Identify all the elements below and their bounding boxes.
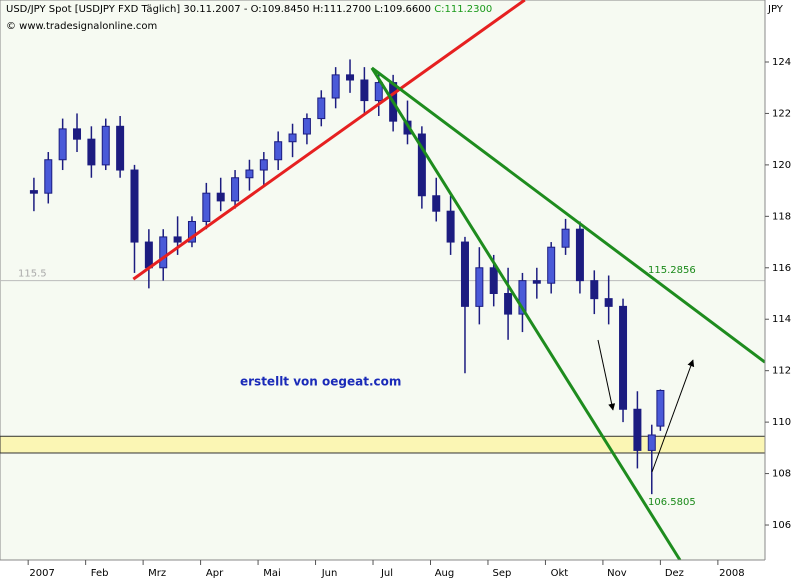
y-tick-label: 116: [772, 263, 791, 274]
candle-body: [532, 280, 541, 284]
trendline: [370, 66, 766, 364]
candle-body: [144, 241, 153, 269]
candle-body: [245, 169, 254, 179]
candle-body: [475, 267, 484, 307]
y-tick-label: 114: [772, 314, 791, 325]
candle-body: [446, 210, 455, 243]
subtitle: © www.tradesignalonline.com: [6, 21, 157, 32]
title-close: C:111.2300: [434, 4, 492, 15]
y-tick-label: 120: [772, 160, 791, 171]
trendline: [370, 67, 682, 561]
candle-body: [87, 138, 96, 166]
x-tick-label: Mai: [263, 568, 281, 579]
candle-body: [633, 408, 642, 451]
title-text: USD/JPY Spot [USDJPY FXD Täglich] 30.11.…: [6, 4, 431, 15]
x-tick-label: Aug: [435, 568, 455, 579]
candle-body: [259, 159, 268, 171]
arrow: [651, 359, 695, 473]
x-tick-label: Sep: [493, 568, 512, 579]
candle-body: [159, 236, 168, 269]
arrow: [597, 339, 616, 411]
candle-body: [231, 177, 240, 202]
candle-body: [187, 220, 196, 243]
y-tick-label: 106: [772, 520, 791, 531]
h-line-label: 115.5: [18, 269, 47, 280]
candle-body: [647, 434, 656, 451]
x-tick-label: 2008: [719, 568, 744, 579]
candle-body: [460, 241, 469, 307]
candle-body: [547, 246, 556, 284]
candle-body: [432, 195, 441, 212]
x-tick-label: Mrz: [148, 568, 166, 579]
line-label: 115.2856: [648, 265, 696, 276]
x-tick-label: Nov: [607, 568, 627, 579]
candle-body: [656, 389, 665, 427]
trendline: [132, 0, 526, 281]
x-axis-area: [0, 560, 800, 580]
candle-body: [302, 118, 311, 135]
y-tick-label: 112: [772, 366, 791, 377]
candle-body: [619, 305, 628, 410]
candle-body: [360, 79, 369, 102]
candle-body: [504, 293, 513, 315]
candle-body: [58, 128, 67, 161]
candle-body: [417, 133, 426, 197]
x-tick-label: Apr: [206, 568, 224, 579]
annotation: erstellt von oegeat.com: [240, 375, 401, 389]
candle-body: [374, 82, 383, 102]
y-tick-label: 118: [772, 211, 791, 222]
candle-body: [346, 74, 355, 81]
candle-body: [604, 298, 613, 307]
candle-body: [173, 236, 182, 243]
y-tick-label: 122: [772, 108, 791, 119]
y-tick-label: 124: [772, 57, 791, 68]
x-tick-label: Feb: [91, 568, 109, 579]
y-axis-area: [765, 0, 800, 580]
candle-body: [317, 97, 326, 120]
candle-body: [130, 169, 139, 243]
x-tick-label: Dez: [665, 568, 684, 579]
candle-body: [73, 128, 82, 140]
candle-body: [575, 228, 584, 282]
candle-body: [590, 280, 599, 300]
x-tick-label: Jul: [380, 568, 393, 579]
y-tick-label: 108: [772, 469, 791, 480]
chart-title: USD/JPY Spot [USDJPY FXD Täglich] 30.11.…: [6, 4, 492, 15]
candle-body: [29, 190, 38, 194]
candle-body: [331, 74, 340, 99]
candle-body: [288, 133, 297, 143]
x-tick-label: Okt: [551, 568, 569, 579]
candle-body: [116, 125, 125, 171]
candle-body: [101, 125, 110, 166]
candle-body: [274, 141, 283, 161]
y-axis-label: JPY: [767, 4, 784, 15]
x-tick-label: 2007: [29, 568, 54, 579]
candle-body: [202, 192, 211, 222]
plot: 115.5: [0, 0, 766, 561]
candle-body: [489, 267, 498, 295]
candle-body: [561, 228, 570, 248]
candle-body: [518, 280, 527, 315]
y-tick-label: 110: [772, 417, 791, 428]
x-tick-label: Jun: [321, 568, 338, 579]
candle-body: [44, 159, 53, 194]
line-label: 106.5805: [648, 497, 696, 508]
candle-body: [216, 192, 225, 202]
